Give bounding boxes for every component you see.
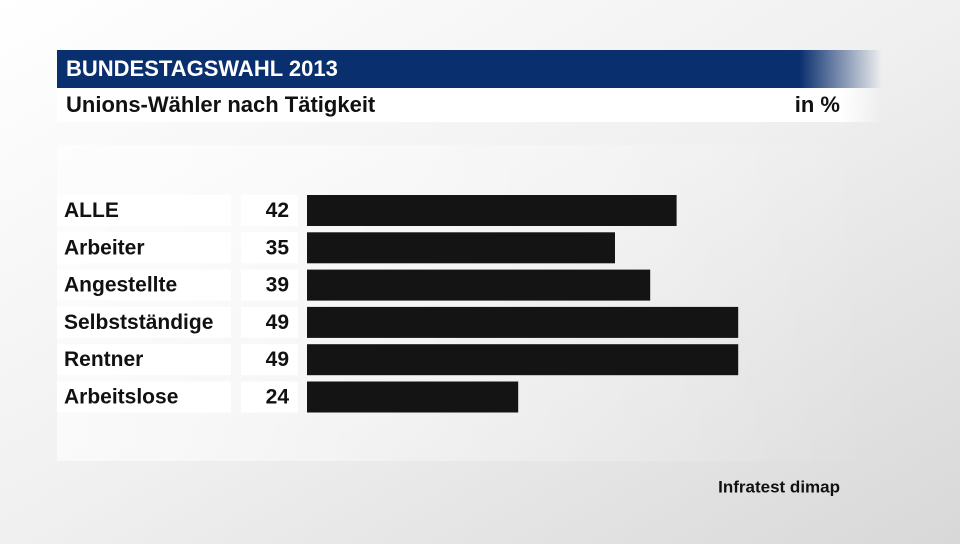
chart-title: Unions-Wähler nach Tätigkeit	[66, 92, 376, 117]
value-box	[241, 269, 298, 301]
value-box	[241, 306, 298, 338]
value-box	[241, 344, 298, 376]
category-label: Arbeiter	[64, 236, 145, 259]
category-label: Arbeitslose	[64, 386, 178, 409]
category-label: Rentner	[64, 348, 143, 371]
label-box	[57, 306, 231, 338]
value-box	[241, 232, 298, 264]
value-box	[241, 195, 298, 226]
bar	[307, 344, 739, 376]
value-label: 39	[266, 274, 289, 297]
value-label: 49	[266, 348, 289, 371]
category-label: Selbstständige	[64, 311, 213, 334]
label-box	[57, 232, 231, 264]
label-box	[57, 344, 231, 376]
label-box	[57, 381, 231, 413]
title-bar	[57, 88, 882, 122]
header-bar	[57, 50, 882, 88]
unit: in %	[795, 92, 840, 117]
category-label: ALLE	[64, 199, 119, 222]
bar	[307, 195, 677, 226]
bar	[307, 232, 615, 264]
value-label: 49	[266, 311, 289, 334]
panel	[57, 145, 877, 461]
bar	[307, 381, 519, 413]
label-box	[57, 269, 231, 301]
bar	[307, 306, 739, 338]
value-label: 35	[266, 236, 290, 259]
bar	[307, 269, 651, 301]
header: BUNDESTAGSWAHL 2013	[66, 56, 338, 81]
category-label: Angestellte	[64, 274, 177, 297]
label-box	[57, 195, 231, 226]
value-label: 42	[266, 199, 289, 222]
value-box	[241, 381, 298, 413]
source: Infratest dimap	[718, 477, 840, 496]
value-label: 24	[266, 386, 290, 409]
